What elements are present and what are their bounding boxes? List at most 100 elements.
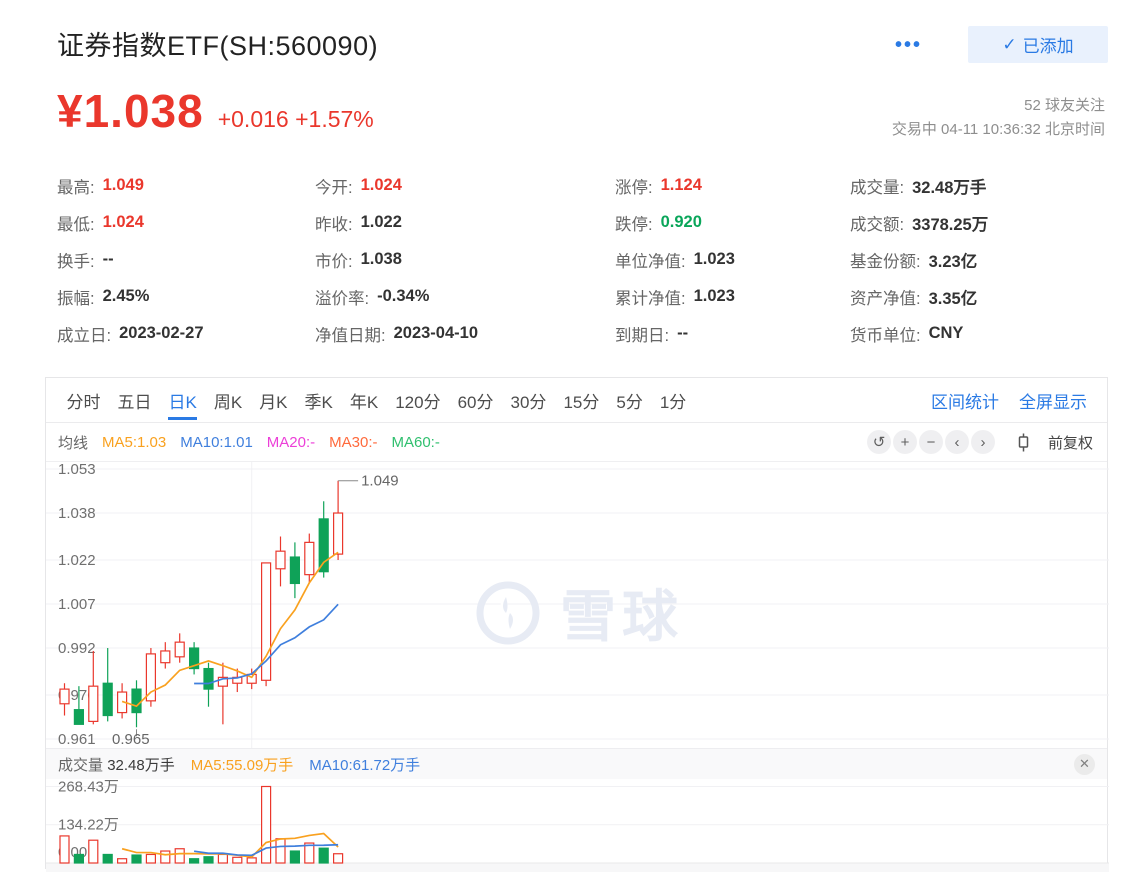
stat-label: 货币单位: [850,326,921,345]
pan-left-icon[interactable]: ‹ [944,430,969,454]
kline-chart[interactable]: 1.053 1.038 1.022 1.007 0.992 0.976 0.961 1.049… [46,461,1109,748]
stat-cell: 今开: 1.024 [315,167,615,204]
header-actions: ••• ✓ 已添加 [895,26,1108,63]
stat-cell: 涨停: 1.124 [615,167,850,204]
stat-value: 2023-02-27 [119,324,204,342]
tab-五日[interactable]: 五日 [117,392,152,412]
svg-text:1.053: 1.053 [58,461,96,478]
stat-cell: 溢价率: -0.34% [315,278,615,315]
tab-5分[interactable]: 5分 [616,392,643,412]
stat-cell: 累计净值: 1.023 [615,278,850,315]
svg-text:1.038: 1.038 [58,505,96,522]
price-section: ¥1.038 +0.016 +1.57% [57,84,374,138]
stat-label: 溢价率: [315,289,370,308]
link-区间统计[interactable]: 区间统计 [931,392,999,412]
stat-label: 资产净值: [850,289,921,308]
stat-cell: 成立日: 2023-02-27 [57,315,315,352]
svg-text:1.022: 1.022 [58,552,96,569]
check-icon: ✓ [1002,34,1017,54]
candle-style-icon[interactable] [1015,433,1032,452]
zoom-in-icon[interactable]: + [892,430,917,454]
quote-meta: 52 球友关注 交易中 04-11 10:36:32 北京时间 [892,94,1105,142]
stat-label: 涨停: [615,178,653,197]
ma-legend-item: MA20:- [266,433,316,451]
svg-text:1.049: 1.049 [361,473,399,490]
tab-日K[interactable]: 日K [160,378,205,422]
added-button-label: 已添加 [1022,37,1074,56]
stat-label: 昨收: [315,215,353,234]
stat-cell: 基金份额: 3.23亿 [850,241,1110,278]
tab-周K[interactable]: 周K [213,392,243,412]
ma-legend-item: MA10:1.01 [180,433,253,451]
tab-分时[interactable]: 分时 [66,392,101,412]
stat-value: -- [102,250,114,268]
stat-value: 1.023 [693,250,735,268]
stats-grid: 最高: 1.049 今开: 1.024 涨停: 1.124 成交量: 32.48万手最低: 1.… [57,167,1110,352]
stat-label: 单位净值: [615,252,686,271]
stat-label: 成立日: [57,326,112,345]
stat-value: 1.022 [360,213,402,231]
link-全屏显示[interactable]: 全屏显示 [1019,392,1087,412]
tab-年K[interactable]: 年K [349,392,379,412]
tab-120分[interactable]: 120分 [395,392,441,412]
stat-cell: 货币单位: CNY [850,315,1110,352]
tab-60分[interactable]: 60分 [457,392,494,412]
stat-cell: 成交量: 32.48万手 [850,167,1110,204]
toolbar-buttons: ↺ + − ‹ › [865,430,995,454]
stat-label: 成交量: [850,178,905,197]
stat-value: 1.024 [102,213,144,231]
ma-legend-item: MA60:- [391,433,440,451]
chart-toolbar: 均线 MA5:1.03 MA10:1.01 MA20:- MA30:- MA60:- ↺… [46,423,1107,462]
undo-icon[interactable]: ↺ [866,430,891,454]
stat-cell: 昨收: 1.022 [315,204,615,241]
stat-value: 0.920 [660,213,702,231]
stat-label: 振幅: [57,289,95,308]
volume-ma5: MA5:55.09万手 [190,756,294,774]
tab-季K[interactable]: 季K [304,392,333,412]
tab-1分[interactable]: 1分 [659,392,687,412]
stat-cell: 振幅: 2.45% [57,278,315,315]
stat-cell: 市价: 1.038 [315,241,615,278]
ma-legend-title: 均线 [58,434,89,452]
stat-value: 2.45% [102,287,150,305]
stat-cell: 最高: 1.049 [57,167,315,204]
tab-15分[interactable]: 15分 [563,392,600,412]
stat-cell: 到期日: -- [615,315,850,352]
stat-value: 1.038 [360,250,402,268]
zoom-out-icon[interactable]: − [918,430,943,454]
svg-text:268.43万: 268.43万 [58,778,119,795]
stat-cell: 资产净值: 3.35亿 [850,278,1110,315]
tab-月K[interactable]: 月K [259,392,288,412]
ma-legend-item: MA30:- [329,433,378,451]
stat-label: 累计净值: [615,289,686,308]
svg-text:0.961: 0.961 [58,731,96,748]
stat-value: 1.124 [660,176,702,194]
pan-right-icon[interactable]: › [970,430,995,454]
stat-label: 基金份额: [850,252,921,271]
volume-value: 32.48万手 [107,756,175,774]
header: 证券指数ETF(SH:560090) ••• ✓ 已添加 [57,24,1108,63]
volume-label: 成交量 [58,756,104,774]
stat-label: 最高: [57,178,95,197]
added-button[interactable]: ✓ 已添加 [968,26,1108,63]
stat-label: 成交额: [850,215,905,234]
kline-svg: 1.0531.0381.0221.0070.9920.9760.9611.049… [46,461,1109,748]
period-tabbar: 分时 五日 日K 周K 月K 季K 年K 120分 60分 30分 15分 5分 1分 区间统计 全屏显示 [46,378,1107,423]
stat-label: 净值日期: [315,326,386,345]
stat-cell: 最低: 1.024 [57,204,315,241]
more-menu-icon[interactable]: ••• [894,33,922,56]
close-volume-icon[interactable]: ✕ [1074,753,1095,775]
stat-label: 最低: [57,215,95,234]
stat-label: 市价: [315,252,353,271]
stat-label: 跌停: [615,215,653,234]
stat-value: 1.049 [102,176,144,194]
stat-cell: 成交额: 3378.25万 [850,204,1110,241]
stat-value: 3.35亿 [928,289,978,308]
price-change: +0.016 +1.57% [217,106,374,132]
adjust-mode-button[interactable]: 前复权 [1047,434,1093,452]
stat-value: 1.023 [693,287,735,305]
ma-legend-item: MA5:1.03 [102,433,167,451]
volume-chart[interactable]: 268.43万 134.22万 0.00 [46,778,1109,872]
tab-30分[interactable]: 30分 [510,392,547,412]
volume-ma10: MA10:61.72万手 [309,756,421,774]
